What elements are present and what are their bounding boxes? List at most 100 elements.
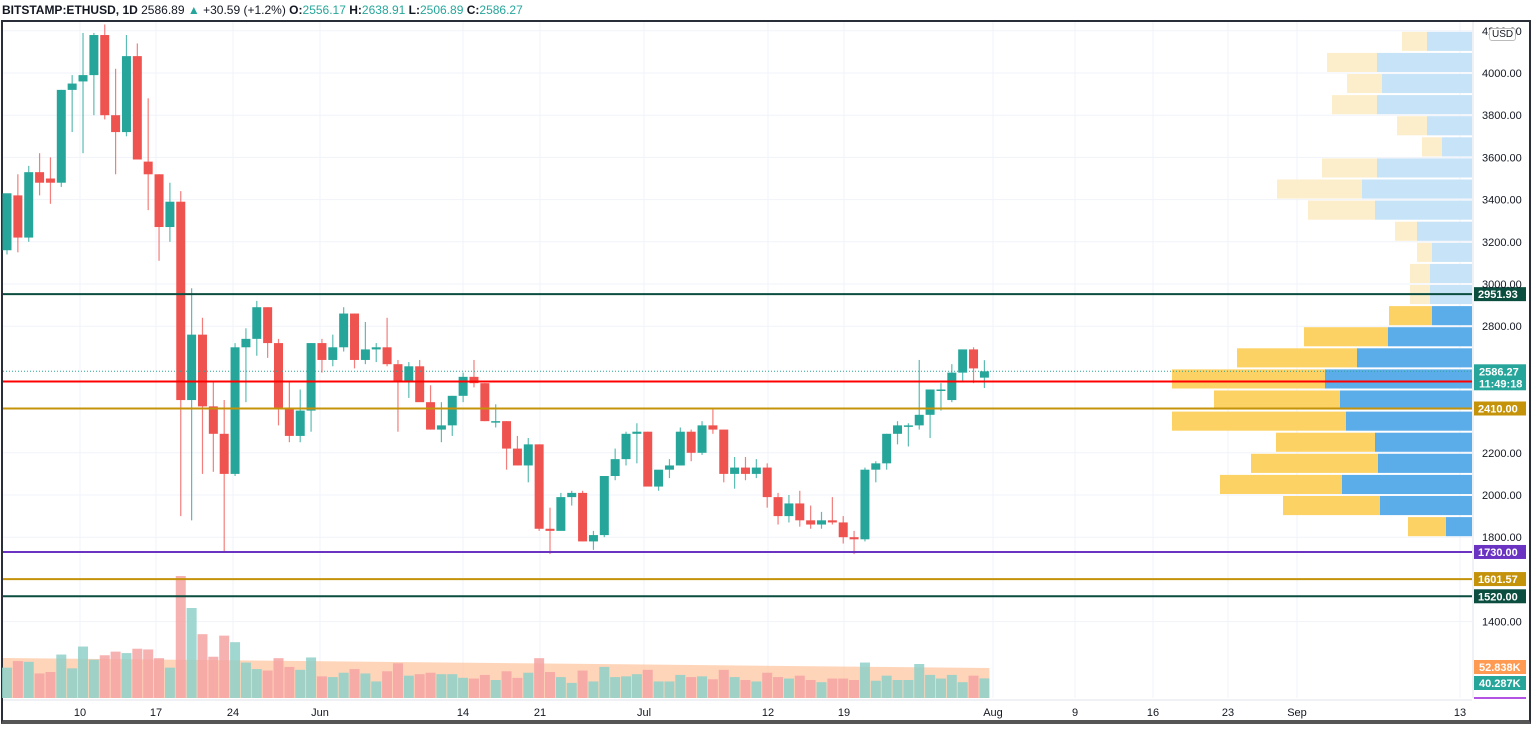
- candle-body[interactable]: [556, 497, 566, 531]
- candle-body[interactable]: [187, 334, 197, 401]
- candle-body[interactable]: [176, 201, 186, 401]
- candle-body[interactable]: [328, 347, 338, 360]
- candle-body[interactable]: [578, 492, 588, 542]
- candle-body[interactable]: [523, 444, 533, 466]
- candle-body[interactable]: [393, 364, 403, 382]
- candle-body[interactable]: [936, 389, 946, 392]
- horizontal-levels[interactable]: 2951.932537.702410.001730.001601.571520.…: [3, 287, 1526, 604]
- candle-body[interactable]: [925, 389, 935, 415]
- candle-body[interactable]: [100, 35, 110, 116]
- candle-body[interactable]: [643, 431, 653, 487]
- candle-body[interactable]: [295, 410, 305, 436]
- candle-body[interactable]: [773, 497, 783, 517]
- candle-body[interactable]: [89, 35, 99, 76]
- candle-body[interactable]: [67, 83, 77, 90]
- candle-body[interactable]: [817, 520, 826, 525]
- candle-body[interactable]: [914, 414, 924, 426]
- candle-body[interactable]: [208, 406, 218, 434]
- candle-body[interactable]: [382, 347, 392, 365]
- candle-body[interactable]: [121, 56, 131, 133]
- candle-body[interactable]: [436, 425, 446, 430]
- candle-body[interactable]: [849, 537, 859, 540]
- candle-body[interactable]: [621, 433, 631, 460]
- candle-body[interactable]: [241, 338, 251, 348]
- candle-body[interactable]: [45, 178, 55, 183]
- candle-body[interactable]: [784, 503, 794, 517]
- candle-body[interactable]: [860, 469, 870, 540]
- candle-body[interactable]: [2, 193, 12, 251]
- candle-body[interactable]: [762, 467, 772, 498]
- candle-body[interactable]: [404, 366, 414, 382]
- candle-body[interactable]: [545, 528, 555, 531]
- candle-body[interactable]: [230, 347, 240, 474]
- candle-body[interactable]: [740, 467, 750, 474]
- candle-body[interactable]: [882, 433, 892, 464]
- candle-body[interactable]: [903, 425, 913, 427]
- candle-body[interactable]: [730, 467, 740, 474]
- candle-body[interactable]: [512, 448, 522, 466]
- candle-body[interactable]: [360, 349, 370, 360]
- candle-body[interactable]: [415, 366, 425, 403]
- candle-body[interactable]: [350, 313, 360, 360]
- time-axis[interactable]: 10 17 24 Jun 14 21 Jul 12 19 Aug 9 16 23 Sep 13: [3, 699, 1472, 719]
- candle-body[interactable]: [339, 313, 349, 348]
- candle-body[interactable]: [197, 334, 207, 407]
- candle-body[interactable]: [979, 371, 989, 378]
- candle-body[interactable]: [143, 161, 153, 175]
- candle-body[interactable]: [947, 372, 957, 401]
- symbol-title[interactable]: BITSTAMP:ETHUSD, 1D: [2, 3, 138, 17]
- candle-body[interactable]: [469, 376, 479, 384]
- candle-body[interactable]: [458, 376, 468, 396]
- candle-body[interactable]: [838, 522, 848, 538]
- candle-body[interactable]: [969, 349, 979, 369]
- candlesticks[interactable]: [2, 24, 989, 555]
- candle-body[interactable]: [567, 492, 577, 498]
- candle-body[interactable]: [13, 195, 23, 238]
- candle-body[interactable]: [654, 469, 664, 487]
- candle-body[interactable]: [502, 421, 512, 449]
- candle-body[interactable]: [534, 444, 544, 529]
- candle-body[interactable]: [491, 421, 501, 423]
- candle-body[interactable]: [664, 465, 674, 470]
- vp-row-up: [1325, 369, 1472, 389]
- candle-body[interactable]: [154, 174, 164, 228]
- candle-body[interactable]: [751, 467, 761, 474]
- candle-body[interactable]: [447, 395, 457, 426]
- currency-badge[interactable]: USD: [1489, 28, 1517, 41]
- candle-body[interactable]: [599, 476, 609, 536]
- candle-body[interactable]: [78, 75, 88, 82]
- candle-body[interactable]: [317, 343, 327, 360]
- open-value: 2556.17: [302, 3, 346, 17]
- candle-body[interactable]: [306, 343, 316, 411]
- candle-body[interactable]: [588, 535, 598, 542]
- candle-body[interactable]: [56, 89, 66, 183]
- candle-body[interactable]: [219, 433, 229, 474]
- candle-body[interactable]: [480, 383, 490, 422]
- candle-body[interactable]: [263, 307, 273, 344]
- candle-body[interactable]: [893, 425, 903, 434]
- candle-body[interactable]: [371, 347, 381, 350]
- candle-body[interactable]: [827, 520, 837, 523]
- candle-body[interactable]: [958, 349, 968, 373]
- candle-body[interactable]: [697, 425, 707, 453]
- candle-body[interactable]: [274, 343, 283, 409]
- candle-body[interactable]: [686, 431, 696, 453]
- candle-body[interactable]: [24, 172, 34, 238]
- candle-body[interactable]: [806, 520, 816, 525]
- candle-body[interactable]: [284, 408, 294, 436]
- candle-body[interactable]: [35, 172, 45, 183]
- candle-body[interactable]: [252, 307, 262, 339]
- candle-body[interactable]: [871, 463, 881, 470]
- candle-body[interactable]: [632, 431, 642, 434]
- candle-body[interactable]: [795, 503, 805, 521]
- volume-bar: [121, 653, 132, 698]
- candle-body[interactable]: [426, 402, 436, 430]
- candle-body[interactable]: [132, 56, 142, 160]
- candle-body[interactable]: [708, 425, 718, 430]
- candle-body[interactable]: [111, 115, 121, 133]
- candle-body[interactable]: [719, 429, 729, 474]
- candle-body[interactable]: [610, 459, 620, 477]
- candle-body[interactable]: [165, 201, 175, 228]
- candle-body[interactable]: [675, 431, 685, 466]
